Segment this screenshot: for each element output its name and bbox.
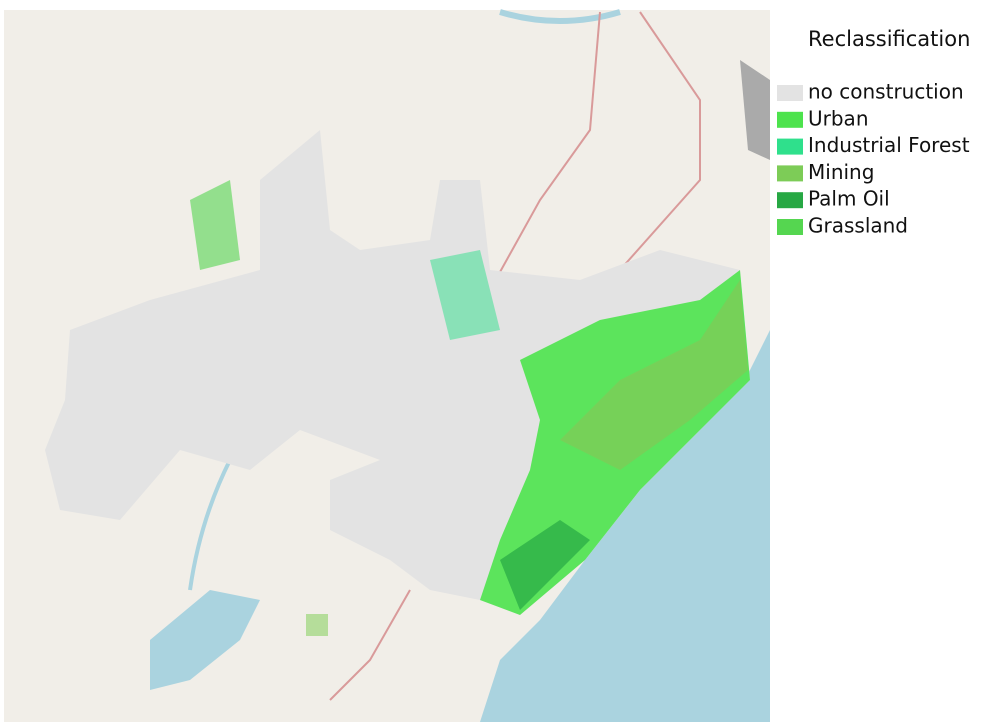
industrial-forest-area	[430, 250, 500, 340]
legend-swatch	[777, 165, 803, 182]
legend-swatch	[777, 111, 803, 128]
mining-area	[560, 280, 748, 470]
palm-oil-area	[500, 520, 590, 610]
road	[329, 589, 411, 701]
legend-swatch	[777, 219, 803, 235]
river	[188, 459, 232, 591]
legend-title: Reclassification	[808, 27, 970, 51]
estuary	[150, 590, 260, 690]
legend-swatch	[777, 138, 803, 155]
legend-label: Mining	[808, 160, 874, 184]
legend-label: Grassland	[808, 214, 908, 238]
legend-label: no construction	[808, 80, 964, 104]
legend-label: Urban	[808, 106, 869, 130]
legend-swatch	[777, 192, 803, 209]
grassland-area	[190, 180, 240, 270]
legend-label: Industrial Forest	[808, 133, 970, 157]
river	[499, 9, 621, 24]
sea	[480, 330, 770, 722]
city-area	[740, 60, 770, 160]
park	[306, 614, 328, 636]
legend-label: Palm Oil	[808, 187, 890, 211]
legend-swatch	[777, 85, 803, 101]
road	[619, 11, 701, 271]
road	[489, 11, 601, 291]
